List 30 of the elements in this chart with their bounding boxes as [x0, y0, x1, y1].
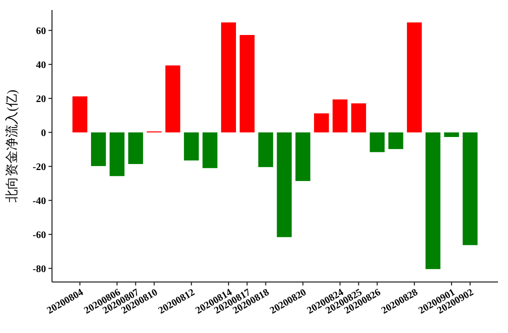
- y-tick-label: -80: [32, 264, 46, 275]
- bar: [444, 132, 459, 137]
- bar: [370, 132, 385, 152]
- y-tick-label: 0: [41, 128, 46, 139]
- bar: [240, 34, 255, 132]
- bar: [351, 103, 366, 132]
- y-tick-label: -20: [32, 162, 46, 173]
- bar: [221, 22, 236, 132]
- bar: [406, 22, 422, 132]
- y-tick-label: -60: [32, 230, 46, 241]
- bar: [295, 132, 310, 182]
- y-tick-label: 20: [36, 94, 46, 105]
- bar: [128, 132, 144, 164]
- bar: [110, 132, 124, 176]
- bar: [314, 113, 329, 132]
- y-axis-title: 北向资金净流入(亿): [4, 90, 19, 202]
- bar: [165, 65, 180, 132]
- bar: [426, 132, 440, 270]
- bar: [72, 96, 88, 132]
- bar: [184, 132, 199, 160]
- bar: [91, 132, 106, 166]
- y-tick-label: 60: [36, 26, 46, 37]
- bar: [332, 99, 348, 132]
- y-tick-label: -40: [32, 196, 46, 207]
- bar: [276, 132, 292, 238]
- bar: [462, 132, 478, 246]
- bar: [202, 132, 218, 168]
- bar: [388, 132, 404, 150]
- y-tick-label: 40: [36, 60, 46, 71]
- bar: [258, 132, 274, 168]
